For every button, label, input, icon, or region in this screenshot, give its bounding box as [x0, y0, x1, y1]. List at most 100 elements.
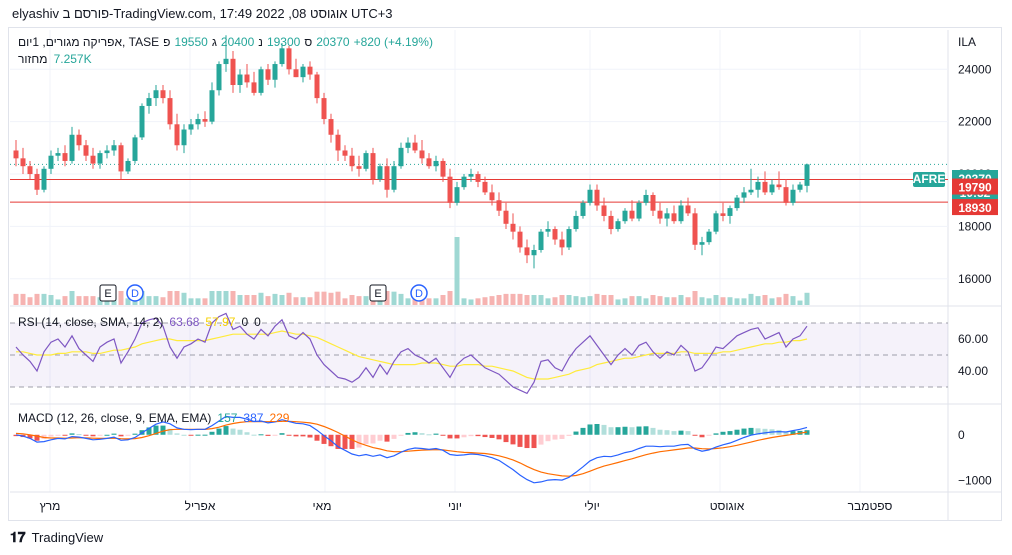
candle	[587, 184, 593, 206]
rsi-value: 63.68	[169, 315, 200, 329]
candle-body	[90, 155, 96, 164]
candle	[643, 189, 649, 206]
candle	[671, 205, 677, 224]
macd-histogram-bar	[258, 434, 264, 436]
candle-body	[797, 184, 803, 190]
volume-bar	[160, 297, 166, 305]
macd-histogram-bar	[622, 426, 628, 435]
volume-bar	[531, 295, 537, 305]
macd-histogram-bar	[790, 431, 796, 435]
macd-histogram-bar	[69, 433, 75, 435]
macd-histogram-bar	[685, 431, 691, 435]
candle	[216, 61, 222, 96]
candle-body	[692, 213, 698, 245]
time-axis-label: אוגוסט	[710, 499, 745, 513]
macd-histogram-bar	[475, 434, 481, 437]
candle-body	[251, 82, 257, 93]
macd-histogram-bar	[447, 434, 453, 439]
macd-histogram-bar	[153, 425, 159, 435]
candle-body	[118, 145, 124, 172]
candle	[34, 168, 40, 195]
candle-body	[342, 150, 348, 156]
macd-histogram-bar	[433, 433, 439, 435]
macd-line-value: 387	[243, 411, 264, 425]
volume-bar	[90, 296, 96, 305]
candle	[244, 64, 250, 88]
candle-body	[363, 153, 369, 169]
candle-body	[545, 229, 551, 232]
volume-bar	[447, 291, 453, 305]
time-axis-label: אפריל	[185, 499, 216, 513]
macd-histogram-bar	[587, 424, 593, 435]
candle	[76, 129, 82, 151]
candle	[797, 181, 803, 193]
price-tick-label: 16000	[958, 272, 992, 286]
candle	[475, 171, 481, 188]
macd-histogram-bar	[181, 434, 187, 436]
price-tick-label: 18000	[958, 219, 992, 233]
candle	[503, 202, 509, 230]
candle	[489, 184, 495, 206]
macd-histogram-bar	[608, 427, 614, 435]
volume-bar	[202, 298, 208, 305]
macd-histogram-bar	[734, 429, 740, 435]
rsi-title: RSI (14, close, SMA, 14, 2)	[18, 315, 164, 329]
candle	[258, 66, 264, 96]
macd-histogram-bar	[384, 434, 390, 442]
macd-histogram-bar	[356, 434, 362, 448]
volume-bar	[685, 297, 691, 305]
volume-bar	[97, 297, 103, 305]
candle	[713, 210, 719, 235]
candle	[377, 163, 383, 182]
volume-bar	[629, 296, 635, 305]
candle-body	[279, 48, 285, 65]
macd-histogram-bar	[167, 428, 173, 435]
volume-bar	[363, 296, 369, 305]
macd-histogram-bar	[594, 424, 600, 435]
candle	[349, 147, 355, 172]
macd-histogram-bar	[398, 434, 404, 436]
volume-bar	[489, 296, 495, 305]
close-value: 20370	[316, 35, 350, 49]
candle	[468, 168, 474, 182]
candle	[433, 155, 439, 172]
time-axis-label: מאי	[313, 499, 332, 513]
volume-bar	[762, 295, 768, 305]
volume-bar	[748, 293, 754, 305]
volume-bar	[545, 298, 551, 305]
candle-body	[608, 215, 614, 230]
volume-bar	[342, 298, 348, 305]
candle	[237, 69, 243, 93]
macd-histogram-bar	[720, 431, 726, 435]
volume-bar	[643, 298, 649, 305]
earnings-marker-label: E	[374, 288, 381, 300]
symbol-tag-text: AFRE	[913, 172, 946, 186]
candle-body	[580, 202, 586, 216]
candle	[13, 140, 19, 167]
symbol-tag	[913, 172, 945, 187]
candle	[650, 192, 656, 216]
macd-histogram-bar	[748, 427, 754, 435]
macd-histogram-bar	[601, 424, 607, 435]
macd-histogram-bar	[111, 433, 117, 435]
dividend-marker	[410, 284, 428, 302]
volume-bar	[608, 295, 614, 305]
candle	[727, 205, 733, 224]
candle-body	[440, 160, 446, 177]
candle	[342, 145, 348, 161]
volume-bar	[412, 297, 418, 305]
candle	[412, 134, 418, 154]
rsi-value-3: 0	[241, 315, 249, 329]
candle	[734, 195, 740, 211]
macd-histogram-bar	[783, 431, 789, 435]
candle-body	[503, 210, 509, 224]
candle	[566, 226, 572, 250]
candle	[230, 50, 236, 93]
candle-body	[566, 229, 572, 248]
candle-body	[41, 168, 47, 190]
macd-histogram-bar	[699, 434, 705, 438]
candle	[251, 71, 257, 96]
volume-bar	[118, 291, 124, 305]
level-1-box	[952, 178, 998, 195]
